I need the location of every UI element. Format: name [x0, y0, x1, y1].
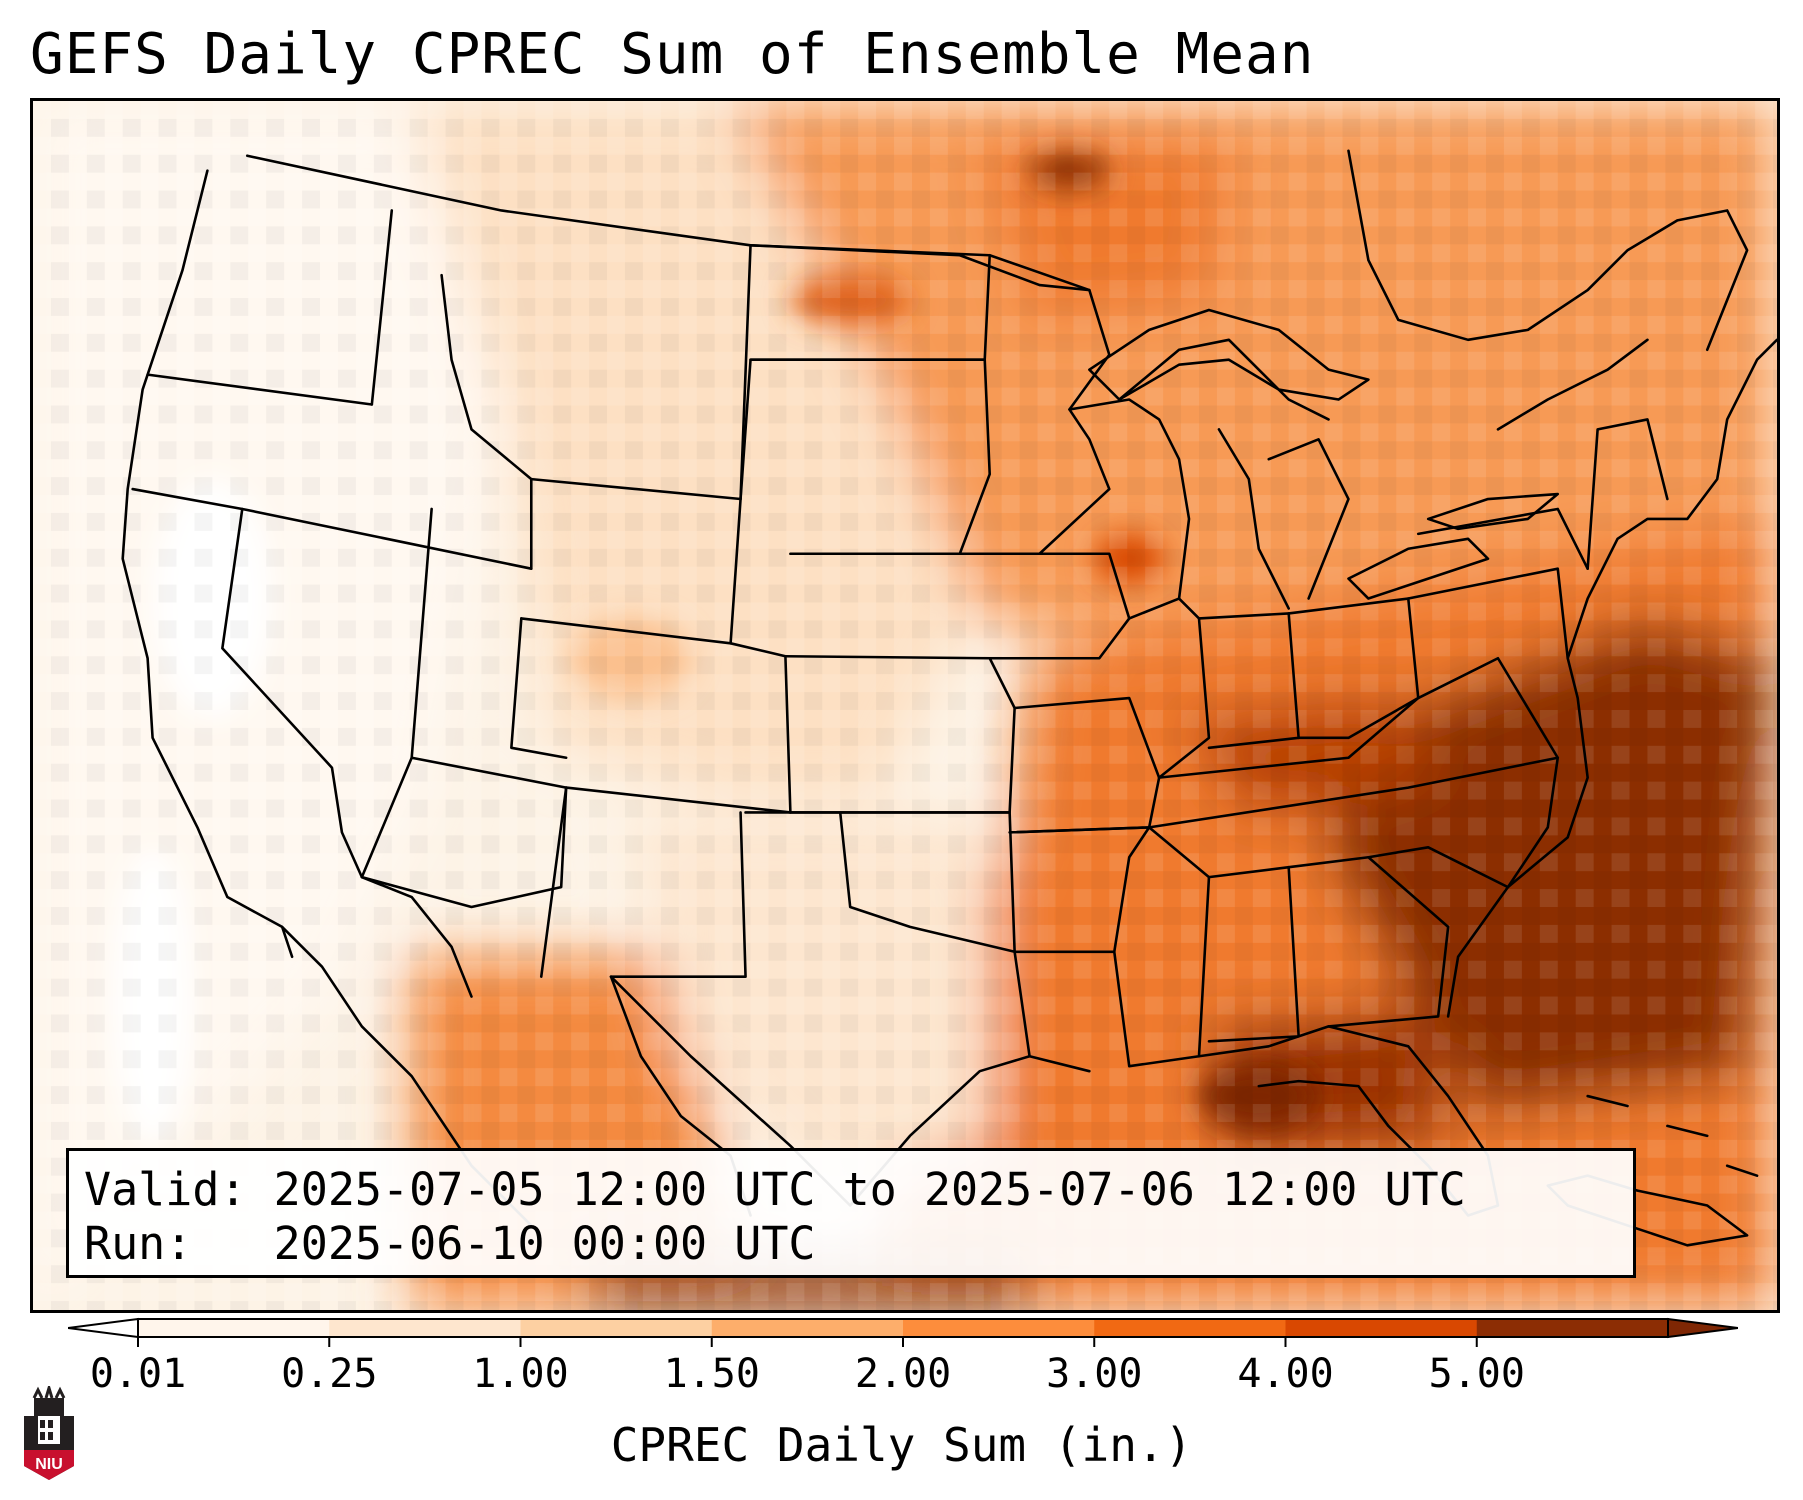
colorbar-swatch	[329, 1319, 521, 1337]
colorbar-tick-label: 2.00	[855, 1351, 951, 1389]
colorbar-swatch	[1094, 1319, 1286, 1337]
niu-logo-icon: NIU	[24, 1386, 74, 1480]
colorbar-over-arrow	[1667, 1317, 1738, 1339]
colorbar-tick-label: 3.00	[1046, 1351, 1142, 1389]
state-borders	[121, 149, 1777, 1247]
atlantic-coastline	[1446, 338, 1777, 1018]
map-canvas	[33, 101, 1777, 1310]
colorbar-tick-label: 0.25	[281, 1351, 377, 1389]
run-label: Run:	[84, 1217, 193, 1270]
valid-label: Valid:	[84, 1163, 247, 1216]
colorbar-swatch	[1476, 1319, 1669, 1337]
precipitation-map[interactable]	[30, 98, 1780, 1313]
lake-superior	[1088, 308, 1370, 401]
colorbar-swatch	[1285, 1319, 1478, 1337]
colorbar-swatch	[138, 1319, 330, 1337]
colorbar-tick-label: 0.01	[90, 1351, 186, 1389]
colorbar-swatch	[903, 1319, 1095, 1337]
colorbar-label: CPREC Daily Sum (in.)	[610, 1418, 1193, 1472]
colorbar-swatch	[711, 1319, 904, 1337]
valid-value: 2025-07-05 12:00 UTC to 2025-07-06 12:00…	[273, 1163, 1466, 1216]
colorbar-swatch	[520, 1319, 713, 1337]
colorbar-tick-label: 1.00	[472, 1351, 568, 1389]
colorbar-tick-label: 4.00	[1237, 1351, 1333, 1389]
precip-field	[33, 101, 1777, 1310]
map-title: GEFS Daily CPREC Sum of Ensemble Mean	[30, 22, 1315, 87]
colorbar-under-arrow	[68, 1317, 139, 1339]
run-info-box: Valid: 2025-07-05 12:00 UTC to 2025-07-0…	[66, 1148, 1636, 1278]
colorbar: 0.01 0.25 1.00 1.50 2.00 3.00 4.00 5.00	[68, 1317, 1738, 1389]
pacific-coastline	[121, 169, 294, 959]
run-value: 2025-06-10 00:00 UTC	[273, 1217, 816, 1270]
lake-ontario	[1426, 492, 1560, 531]
colorbar-tick-label: 5.00	[1429, 1351, 1525, 1389]
svg-text:NIU: NIU	[35, 1456, 63, 1473]
colorbar-tick-label: 1.50	[664, 1351, 760, 1389]
lake-erie	[1347, 537, 1490, 600]
